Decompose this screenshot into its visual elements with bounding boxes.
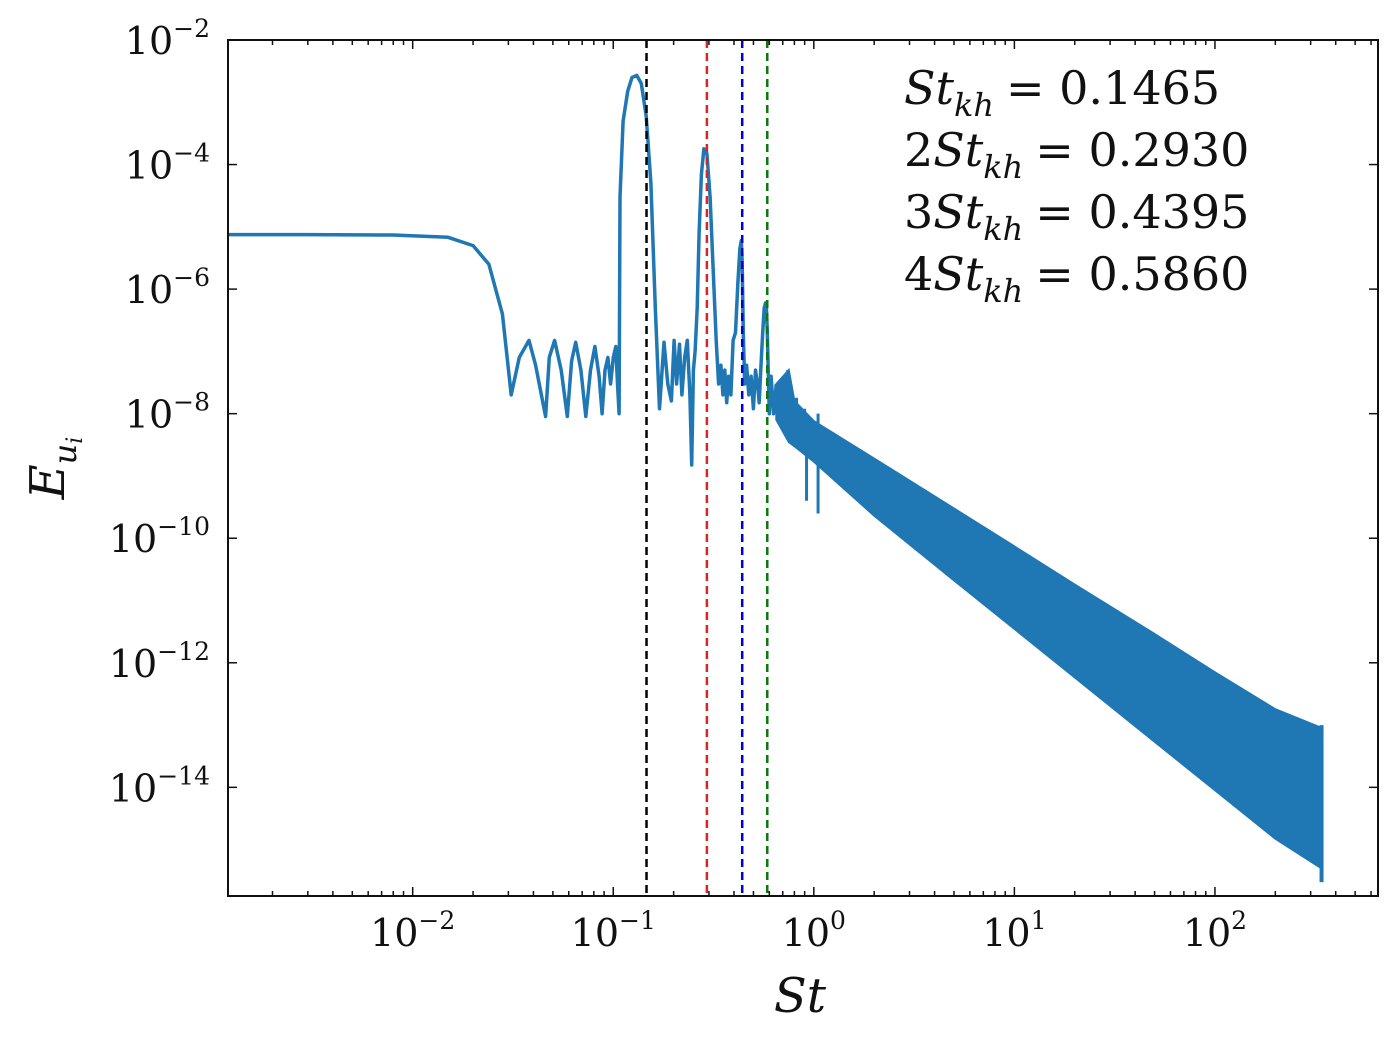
x-tick-labels: 10−2 10−1 100 101 102 [370, 906, 1247, 955]
legend-entry-4: 4Stkh = 0.5860 [904, 247, 1249, 310]
x-tick-label: 100 [782, 906, 846, 955]
band-area [775, 367, 1323, 871]
x-tick-label: 102 [1183, 906, 1247, 955]
y-axis-label: Eui [20, 437, 88, 501]
y-tick-label: 10−4 [125, 139, 210, 188]
y-tick-label: 10−14 [109, 761, 210, 810]
axis-ticks [228, 39, 1378, 896]
y-tick-label: 10−12 [109, 637, 210, 686]
y-tick-label: 10−2 [125, 14, 210, 63]
series-line [228, 73, 779, 467]
legend-entry-2: 2Stkh = 0.2930 [904, 123, 1249, 186]
svg-text:Eui: Eui [20, 437, 88, 501]
dense-spectrum-band [775, 367, 1324, 883]
y-tick-label: 10−6 [125, 263, 210, 312]
legend-entry-1: Stkh = 0.1465 [904, 61, 1220, 124]
y-tick-label: 10−10 [109, 512, 210, 561]
y-tick-label: 10−8 [125, 388, 210, 437]
x-tick-label: 101 [982, 906, 1046, 955]
y-tick-labels: 10−2 10−4 10−6 10−8 10−10 10−12 10−14 [109, 14, 210, 810]
plot-frame [227, 39, 1379, 897]
x-tick-label: 10−1 [571, 906, 656, 955]
legend-entry-3: 3Stkh = 0.4395 [904, 185, 1249, 248]
x-axis-label: St [774, 968, 827, 1024]
spectrum-series [228, 73, 779, 467]
x-tick-label: 10−2 [370, 906, 455, 955]
